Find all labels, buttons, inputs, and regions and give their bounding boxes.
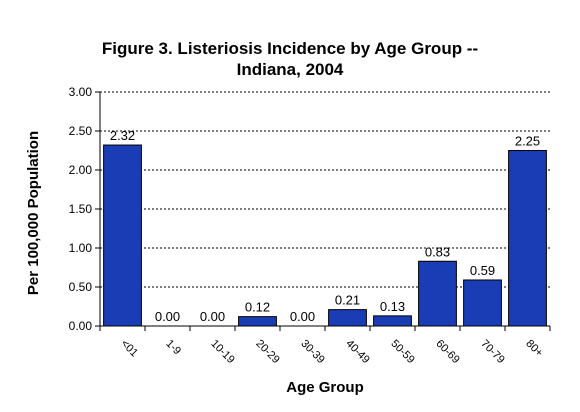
x-tick-label: <01 <box>118 338 140 360</box>
data-label: 0.00 <box>290 309 315 324</box>
data-label: 0.59 <box>470 263 495 278</box>
bars <box>103 144 547 327</box>
x-tick-label: 40-49 <box>343 338 371 366</box>
data-label: 2.25 <box>515 134 540 149</box>
chart-title-line-1: Figure 3. Listeriosis Incidence by Age G… <box>101 39 479 58</box>
data-label: 2.32 <box>110 128 135 143</box>
bar <box>418 260 457 327</box>
bar <box>103 144 142 327</box>
x-tick-label: 1-9 <box>163 338 183 358</box>
axes <box>95 91 551 331</box>
y-tick-label: 0.50 <box>69 280 93 294</box>
data-label: 0.00 <box>155 309 180 324</box>
bar <box>508 150 547 327</box>
y-tick-label: 1.50 <box>69 202 93 216</box>
y-axis-label: Per 100,000 Population <box>25 131 42 295</box>
y-tick-label: 2.50 <box>69 124 93 138</box>
bar <box>238 316 277 327</box>
x-tick-label: 20-29 <box>253 338 281 366</box>
x-tick-label: 50-59 <box>388 338 416 366</box>
y-tick-label: 3.00 <box>69 85 93 99</box>
data-label: 0.13 <box>380 299 405 314</box>
x-tick-label: 30-39 <box>298 338 326 366</box>
bar <box>463 279 502 327</box>
chart-title-line-2: Indiana, 2004 <box>236 60 344 79</box>
x-tick-label: 80+ <box>523 338 545 360</box>
bar <box>328 309 367 327</box>
y-tick-label: 0.00 <box>69 319 93 333</box>
gridlines <box>100 91 550 288</box>
x-axis-label: Age Group <box>286 379 364 396</box>
y-tick-label: 2.00 <box>69 163 93 177</box>
data-label: 0.00 <box>200 309 225 324</box>
data-label: 0.12 <box>245 300 270 315</box>
data-label: 0.21 <box>335 293 360 308</box>
x-tick-label: 70-79 <box>478 338 506 366</box>
y-tick-label: 1.00 <box>69 241 93 255</box>
x-tick-label: 60-69 <box>433 338 461 366</box>
bar <box>373 315 412 327</box>
x-tick-label: 10-19 <box>208 338 236 366</box>
data-label: 0.83 <box>425 244 450 259</box>
